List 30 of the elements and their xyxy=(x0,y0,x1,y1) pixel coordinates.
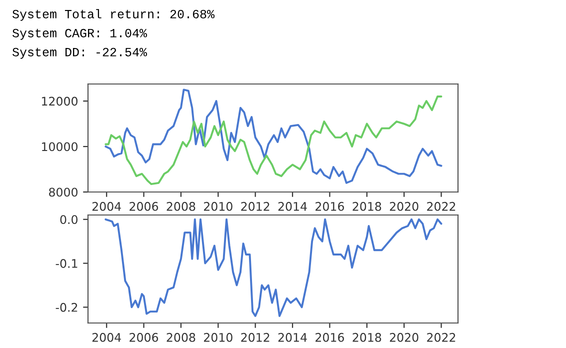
x-tick-label: 2014 xyxy=(278,332,307,342)
x-tick-label: 2012 xyxy=(241,202,270,211)
y-tick-label: -0.1 xyxy=(56,259,78,268)
x-tick-label: 2020 xyxy=(390,202,418,211)
y-tick-label: 12000 xyxy=(42,96,78,106)
y-tick-label: 8000 xyxy=(49,188,78,197)
x-tick-label: 2006 xyxy=(130,202,158,211)
y-tick-label: -0.2 xyxy=(56,302,78,312)
x-tick-label: 2010 xyxy=(204,332,232,342)
x-tick-label: 2016 xyxy=(316,332,344,342)
x-tick-label: 2006 xyxy=(130,332,158,342)
y-tick-label: 10000 xyxy=(42,142,78,152)
x-tick-label: 2010 xyxy=(204,202,232,211)
y-tick-label: 0.0 xyxy=(60,215,78,224)
text: System Total return: 20.68% xyxy=(12,9,215,21)
x-tick-label: 2004 xyxy=(92,332,121,342)
x-tick-label: 2022 xyxy=(427,332,456,342)
line-series xyxy=(104,218,442,317)
x-tick-label: 2016 xyxy=(316,202,344,211)
x-tick-label: 2012 xyxy=(241,332,270,342)
text: System DD: -22.54% xyxy=(12,48,148,59)
x-tick-label: 2008 xyxy=(166,332,196,342)
x-tick-label: 2018 xyxy=(352,332,382,342)
x-tick-label: 2020 xyxy=(390,332,418,342)
x-tick-label: 2018 xyxy=(352,202,382,211)
x-tick-label: 2008 xyxy=(166,202,196,211)
x-tick-label: 2014 xyxy=(278,202,307,211)
x-tick-label: 2022 xyxy=(427,202,456,211)
x-tick-label: 2004 xyxy=(92,202,121,211)
text: System CAGR: 1.04% xyxy=(12,28,148,40)
